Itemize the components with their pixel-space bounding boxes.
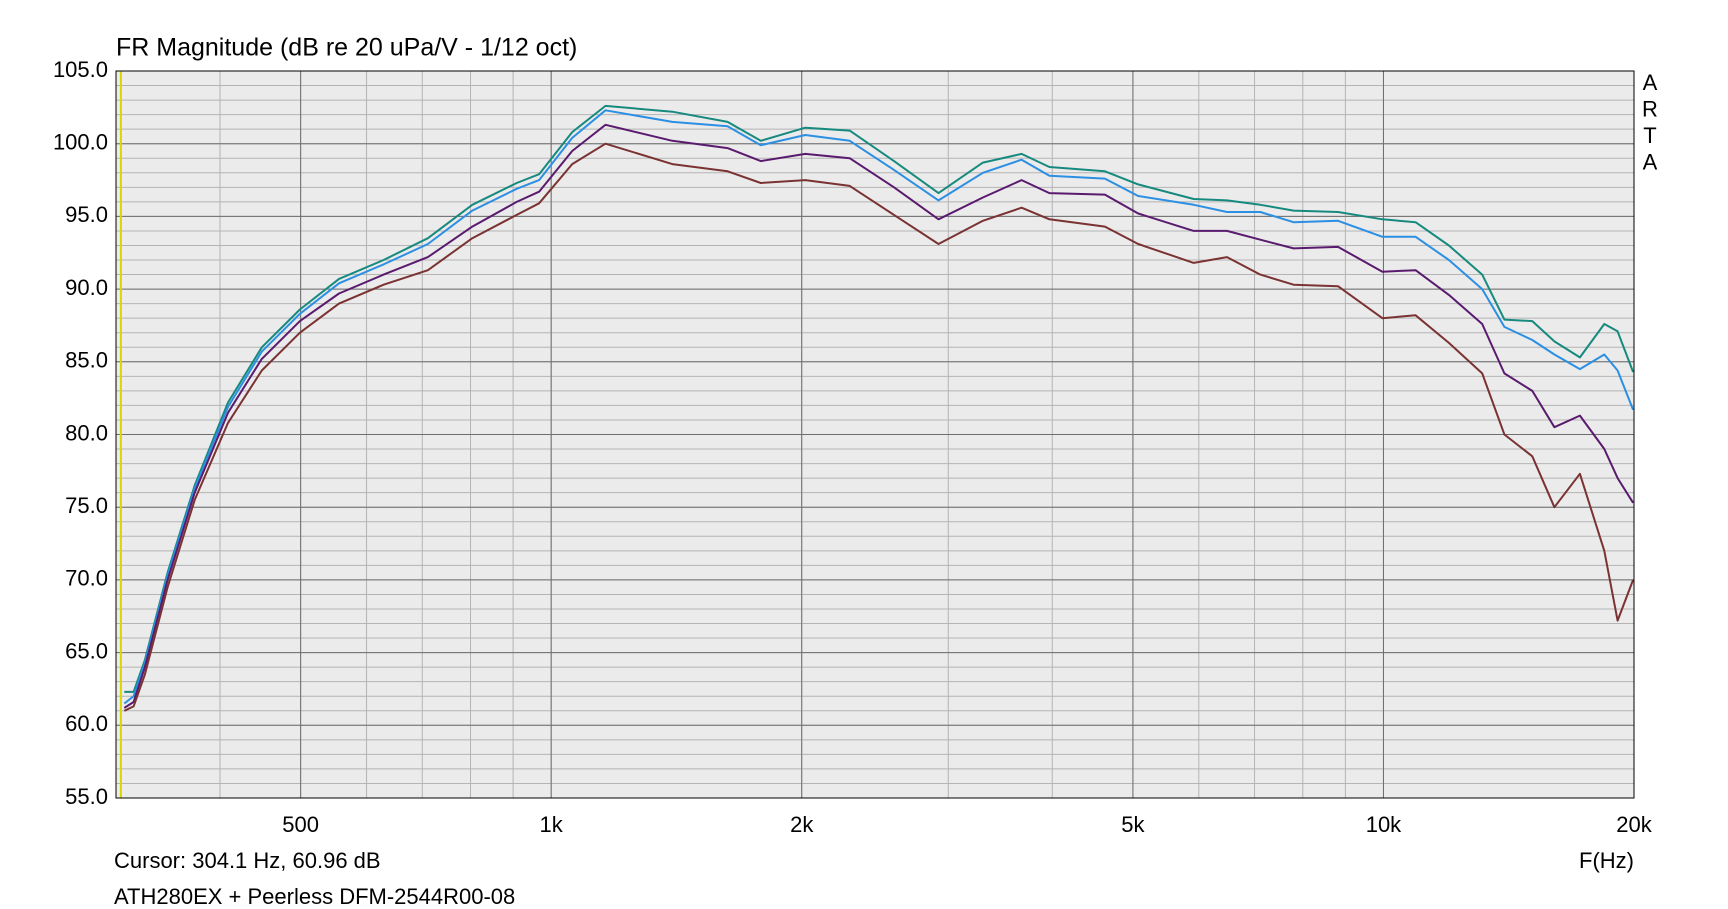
brand-letter: T xyxy=(1643,123,1656,148)
series-line xyxy=(123,142,1635,712)
x-tick-label: 10k xyxy=(1366,812,1402,837)
series-line xyxy=(123,123,1634,709)
cursor-readout: Cursor: 304.1 Hz, 60.96 dB xyxy=(114,848,381,873)
y-tick-label: 90.0 xyxy=(65,275,108,300)
x-tick-label: 500 xyxy=(282,812,319,837)
y-tick-label: 100.0 xyxy=(53,130,108,155)
y-tick-label: 80.0 xyxy=(65,420,108,445)
brand-letter: A xyxy=(1643,70,1658,95)
y-tick-label: 75.0 xyxy=(65,493,108,518)
y-tick-label: 95.0 xyxy=(65,202,108,227)
subtitle: ATH280EX + Peerless DFM-2544R00-08 xyxy=(114,884,515,909)
x-tick-label: 1k xyxy=(540,812,564,837)
y-tick-label: 55.0 xyxy=(65,784,108,809)
y-tick-label: 60.0 xyxy=(65,711,108,736)
plot-frame xyxy=(115,70,1635,799)
x-tick-label: 20k xyxy=(1616,812,1652,837)
x-axis-label: F(Hz) xyxy=(1579,848,1634,873)
y-tick-label: 105.0 xyxy=(53,57,108,82)
series-line xyxy=(124,104,1635,693)
x-tick-label: 5k xyxy=(1121,812,1145,837)
y-tick-label: 70.0 xyxy=(65,566,108,591)
brand-letter: R xyxy=(1642,96,1658,121)
x-tick-label: 2k xyxy=(790,812,814,837)
y-tick-label: 85.0 xyxy=(65,348,108,373)
brand-letter: A xyxy=(1643,149,1658,174)
series-line xyxy=(123,109,1635,705)
y-tick-label: 65.0 xyxy=(65,638,108,663)
chart-title: FR Magnitude (dB re 20 uPa/V - 1/12 oct) xyxy=(116,34,577,62)
